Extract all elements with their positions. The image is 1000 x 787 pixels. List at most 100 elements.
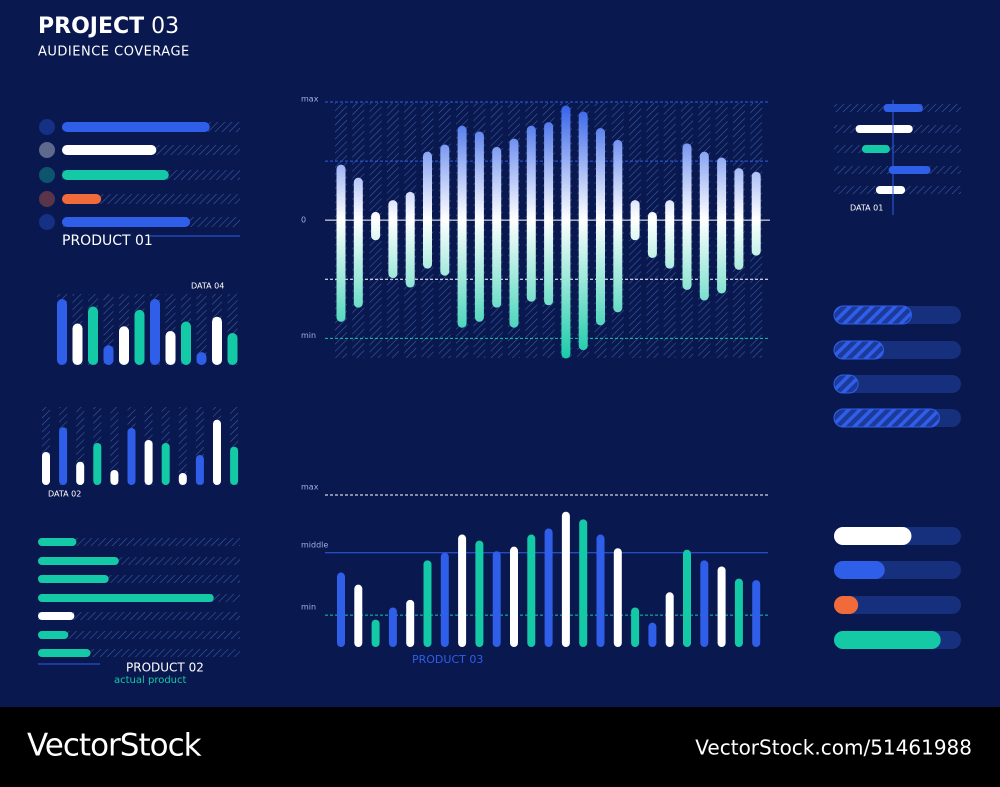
bar <box>579 519 588 647</box>
bar <box>144 440 153 485</box>
bar <box>110 470 119 485</box>
bar <box>127 428 136 485</box>
bar-track <box>38 631 240 639</box>
bar <box>630 200 640 241</box>
bar <box>178 473 187 485</box>
bar <box>353 177 363 308</box>
progress-bar <box>833 305 912 325</box>
bar <box>527 534 536 647</box>
chart-label: DATA 02 <box>48 490 81 499</box>
bar <box>88 306 98 365</box>
bar-track <box>38 612 240 620</box>
y-tick-label: middle <box>301 540 328 549</box>
bar <box>700 560 709 647</box>
bar-track <box>42 407 50 485</box>
bar <box>492 146 502 308</box>
bar-track <box>38 649 240 657</box>
bar <box>544 528 553 647</box>
bar <box>230 446 239 485</box>
subtitle: AUDIENCE COVERAGE <box>38 45 190 60</box>
bar-track <box>62 194 240 204</box>
progress-bar <box>834 527 912 545</box>
y-tick-label: min <box>301 331 316 340</box>
bar <box>62 217 191 227</box>
bar-track <box>110 407 119 485</box>
y-tick-label: 0 <box>301 216 306 225</box>
bar <box>699 151 709 301</box>
bar <box>57 299 67 365</box>
footer-band <box>0 707 1000 787</box>
bar-track <box>103 294 114 365</box>
footer-url: VectorStock.com/51461988 <box>695 736 972 760</box>
bar <box>195 455 204 485</box>
bar <box>596 128 605 326</box>
bar-track <box>227 294 238 365</box>
bar <box>665 592 674 647</box>
bar <box>682 143 692 290</box>
bar <box>561 105 571 359</box>
bar <box>888 166 931 174</box>
bar <box>196 352 207 365</box>
bar <box>62 194 102 204</box>
bar <box>861 145 890 153</box>
bar <box>165 331 176 365</box>
chart-label: PRODUCT 02 <box>126 661 204 675</box>
bar <box>38 575 109 583</box>
footer-brand: VectorStock <box>27 728 202 764</box>
bar-track <box>38 557 240 565</box>
bar <box>631 607 640 647</box>
bar <box>161 443 170 485</box>
bar <box>336 164 346 322</box>
bar <box>371 619 380 647</box>
bar <box>119 326 129 365</box>
bar <box>613 139 623 313</box>
bar-track <box>195 407 204 485</box>
bar <box>440 144 450 276</box>
title: PROJECT 03 <box>38 14 179 39</box>
bar <box>665 200 675 269</box>
bar-track <box>178 407 187 485</box>
bar <box>875 186 906 194</box>
bar <box>38 594 214 602</box>
title-number: 03 <box>151 14 179 39</box>
bar <box>93 443 102 485</box>
bar <box>510 546 518 647</box>
bar-track <box>76 407 85 485</box>
bar <box>62 170 169 180</box>
progress-bar <box>834 631 941 649</box>
bar <box>578 111 588 351</box>
bar <box>458 534 467 647</box>
bar-track <box>834 145 961 153</box>
bar <box>59 427 68 485</box>
bar <box>855 125 913 133</box>
bar <box>561 511 570 647</box>
bar <box>734 578 743 647</box>
y-tick-label: max <box>301 95 319 104</box>
bar <box>883 104 923 112</box>
bar <box>103 345 114 365</box>
bar-icon <box>39 142 55 158</box>
bar <box>717 157 727 294</box>
bar <box>405 191 415 288</box>
bar <box>212 316 222 365</box>
bar <box>647 211 657 258</box>
bar <box>613 548 622 647</box>
bar <box>734 168 744 270</box>
progress-track <box>834 596 961 614</box>
progress-track <box>834 375 961 393</box>
chart-label: DATA 04 <box>191 282 224 291</box>
bar-track <box>230 407 239 485</box>
bar-track <box>38 538 240 546</box>
bar <box>42 452 50 485</box>
progress-bar <box>833 340 885 360</box>
bar <box>752 580 761 647</box>
bar <box>62 145 157 155</box>
bar-track <box>196 294 207 365</box>
bar <box>76 461 85 485</box>
bar <box>526 125 536 302</box>
chart-label: DATA 01 <box>850 204 883 213</box>
bar-icon <box>39 119 55 135</box>
bar <box>38 557 119 565</box>
bar <box>717 566 726 647</box>
